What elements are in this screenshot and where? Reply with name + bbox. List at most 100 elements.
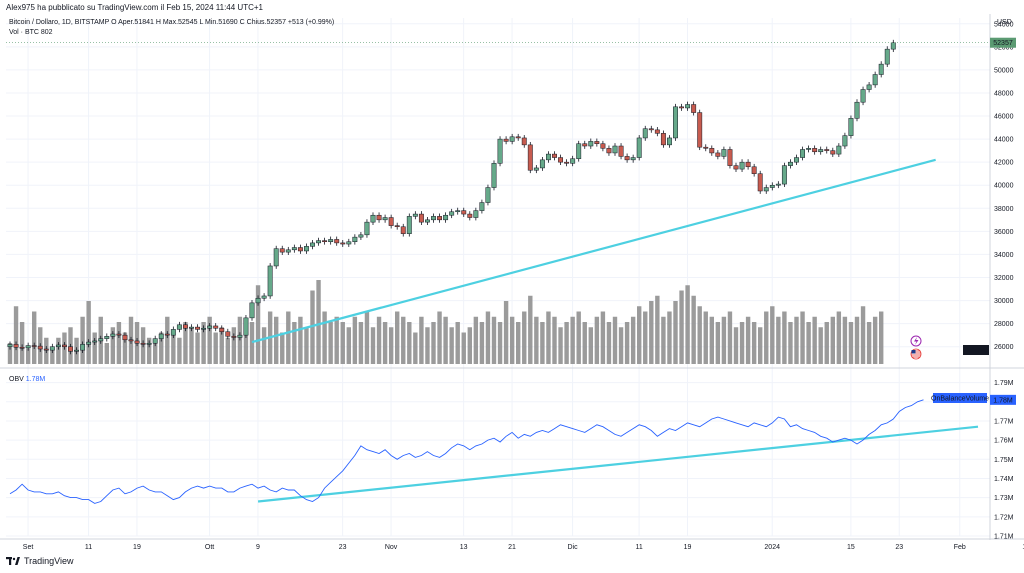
volume-bar (183, 322, 188, 364)
volume-bar (171, 332, 176, 364)
candle-body (74, 349, 79, 352)
time-tick-label: Feb (954, 544, 966, 551)
volume-bar (364, 311, 370, 364)
volume-bar (110, 327, 116, 364)
volume-bar (491, 316, 497, 364)
candle-body (836, 145, 842, 155)
volume-bar (346, 327, 351, 364)
candle-body (691, 104, 697, 113)
volume-bar (395, 311, 400, 364)
volume-bar (231, 327, 237, 364)
candle-body (13, 344, 19, 348)
candle-body (890, 42, 896, 50)
candle-body (673, 106, 678, 139)
candle-body (207, 325, 213, 329)
legend-part: +513 (+0.99%) (288, 19, 334, 26)
volume-bar (697, 306, 702, 364)
volume-bar (25, 348, 31, 364)
volume-bar (630, 316, 636, 364)
candle-body (243, 317, 249, 336)
volume-bar (848, 322, 854, 364)
volume-bar (691, 295, 696, 364)
volume-bar (86, 301, 91, 364)
volume-bar (715, 322, 721, 364)
price-tick-label: 34000 (994, 252, 1014, 259)
legend-part: C (240, 19, 247, 26)
candle-body (49, 346, 55, 351)
volume-bar (588, 327, 593, 364)
legend-part: H (156, 19, 163, 26)
candle-body (558, 157, 563, 163)
candle-body (624, 156, 630, 161)
time-tick-label: 19 (133, 544, 141, 551)
volume-bar (195, 332, 200, 364)
volume-bar (461, 332, 466, 364)
volume-bar (177, 337, 182, 364)
candle-body (473, 210, 479, 218)
obv-tick-label: 1.72M (994, 514, 1014, 521)
price-tick-label: 38000 (994, 206, 1014, 213)
volume-bar (739, 322, 745, 364)
volume-bar (679, 290, 684, 364)
volume-bar (872, 316, 878, 364)
candle-body (128, 339, 134, 342)
candle-body (273, 248, 279, 267)
volume-bar (854, 316, 860, 364)
volume-bar (618, 327, 624, 364)
candle-body (854, 101, 860, 119)
brand-label: TradingView (24, 556, 74, 566)
legend-part: O (111, 19, 118, 26)
candle-body (763, 187, 769, 192)
obv-last-value-label: 1.78M (993, 397, 1013, 404)
candle-body (400, 226, 406, 234)
price-tick-label: 48000 (994, 90, 1014, 97)
volume-bar (794, 316, 799, 364)
volume-bar (727, 311, 733, 364)
candle-body (382, 217, 388, 221)
volume-bar (800, 311, 805, 364)
volume-bar (673, 301, 678, 364)
volume-bar (564, 322, 569, 364)
time-tick-label: 2024 (764, 544, 780, 551)
candle-body (461, 210, 467, 215)
volume-bar (153, 343, 158, 364)
candle-body (394, 225, 400, 228)
candle-body (364, 221, 370, 236)
candle-body (310, 242, 315, 247)
volume-bar (776, 316, 781, 364)
volume-bar (243, 332, 249, 364)
price-tick-label: 46000 (994, 114, 1014, 121)
candle-body (340, 242, 346, 245)
candle-body (552, 153, 557, 158)
volume-bar (552, 316, 557, 364)
candle-body (539, 159, 545, 169)
candle-body (122, 334, 128, 341)
candle-body (564, 161, 570, 164)
candle-body (576, 143, 582, 159)
last-price-label: 52357 (993, 40, 1013, 47)
candle-body (503, 138, 509, 142)
volume-badge-label: Volume (964, 348, 987, 355)
candle-body (527, 144, 533, 171)
candle-body (7, 344, 13, 347)
price-trendline[interactable] (251, 158, 936, 344)
volume-bar (116, 322, 122, 364)
candle-body (376, 214, 382, 221)
candle-body (588, 141, 594, 147)
candle-body (812, 148, 818, 153)
candle-body (116, 333, 122, 336)
time-tick-label: 13 (460, 544, 468, 551)
candle-body (213, 325, 219, 329)
obv-trendline[interactable] (257, 425, 979, 503)
price-tick-label: 54000 (994, 21, 1014, 28)
volume-bar (703, 311, 708, 364)
volume-bar (667, 311, 672, 364)
volume-bar (376, 316, 382, 364)
price-tick-label: 40000 (994, 183, 1014, 190)
volume-bar (600, 311, 606, 364)
price-tick-label: 36000 (994, 229, 1014, 236)
candle-body (255, 298, 261, 304)
obv-tick-label: 1.73M (994, 495, 1014, 502)
candle-body (848, 118, 854, 136)
